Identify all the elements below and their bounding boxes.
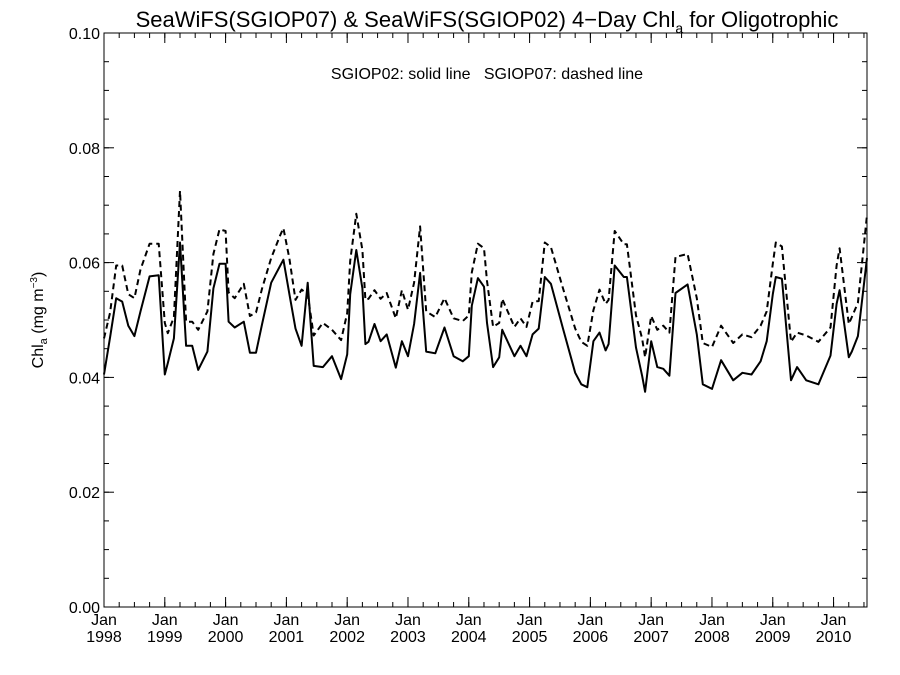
chart-title-suffix: for Oligotrophic xyxy=(683,7,838,32)
y-axis-label: Chla (mg m−3) xyxy=(29,272,50,369)
axes: 0.000.020.040.060.080.10Jan1998Jan1999Ja… xyxy=(69,26,867,646)
x-tick-month-label: Jan xyxy=(395,612,421,629)
x-tick-year-label: 2005 xyxy=(512,629,548,646)
x-tick-month-label: Jan xyxy=(517,612,543,629)
x-tick-year-label: 1998 xyxy=(86,629,122,646)
y-axis-label-unit-close: ) xyxy=(30,272,47,277)
y-tick-label: 0.10 xyxy=(69,26,100,43)
y-axis-label-subscript: a xyxy=(38,337,50,344)
x-tick-year-label: 1999 xyxy=(147,629,183,646)
y-axis-label-prefix: Chl xyxy=(30,344,47,368)
x-tick-year-label: 2004 xyxy=(451,629,487,646)
x-tick-year-label: 2000 xyxy=(208,629,244,646)
x-tick-year-label: 2010 xyxy=(816,629,852,646)
x-tick-month-label: Jan xyxy=(699,612,725,629)
x-tick-year-label: 2006 xyxy=(573,629,609,646)
chart-title-subscript: a xyxy=(675,20,683,36)
y-tick-label: 0.04 xyxy=(69,370,100,387)
y-axis-label-unit-exp: −3 xyxy=(29,277,40,289)
x-tick-month-label: Jan xyxy=(760,612,786,629)
y-tick-label: 0.00 xyxy=(69,600,100,617)
x-tick-year-label: 2003 xyxy=(390,629,426,646)
x-tick-year-label: 2009 xyxy=(755,629,791,646)
plot-frame xyxy=(103,32,868,608)
x-tick-year-label: 2008 xyxy=(694,629,730,646)
x-tick-month-label: Jan xyxy=(213,612,239,629)
x-tick-year-label: 2001 xyxy=(269,629,305,646)
chart-title: SeaWiFS(SGIOP07) & SeaWiFS(SGIOP02) 4−Da… xyxy=(136,7,839,36)
chart-title-prefix: SeaWiFS(SGIOP07) & SeaWiFS(SGIOP02) 4−Da… xyxy=(136,7,676,32)
x-tick-year-label: 2002 xyxy=(329,629,365,646)
x-tick-month-label: Jan xyxy=(334,612,360,629)
series-line-sgiop07 xyxy=(103,189,868,359)
x-tick-month-label: Jan xyxy=(577,612,603,629)
series-layer xyxy=(103,189,868,393)
y-tick-label: 0.02 xyxy=(69,485,100,502)
svg-text:SeaWiFS(SGIOP07) & SeaWiFS(SGI: SeaWiFS(SGIOP07) & SeaWiFS(SGIOP02) 4−Da… xyxy=(136,7,839,36)
x-tick-month-label: Jan xyxy=(152,612,178,629)
x-tick-year-label: 2007 xyxy=(633,629,669,646)
y-tick-label: 0.06 xyxy=(69,256,100,273)
x-tick-month-label: Jan xyxy=(456,612,482,629)
y-tick-label: 0.08 xyxy=(69,141,100,158)
x-tick-month-label: Jan xyxy=(638,612,664,629)
series-line-sgiop02 xyxy=(103,241,868,393)
x-tick-month-label: Jan xyxy=(91,612,117,629)
x-tick-month-label: Jan xyxy=(273,612,299,629)
x-tick-month-label: Jan xyxy=(821,612,847,629)
svg-text:Chla (mg m−3): Chla (mg m−3) xyxy=(29,272,50,369)
chart-annotation: SGIOP02: solid line SGIOP07: dashed line xyxy=(331,66,643,83)
y-axis-label-unit-open: (mg m xyxy=(30,288,47,338)
